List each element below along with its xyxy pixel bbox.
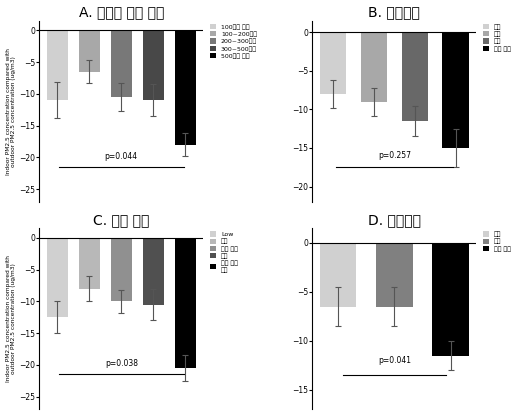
Legend: 좋음, 보통, 나쁨, 매우 나쁨: 좋음, 보통, 나쁨, 매우 나쁨 (483, 24, 511, 51)
Text: p=0.044: p=0.044 (105, 151, 138, 161)
Title: B. 건강상태: B. 건강상태 (369, 5, 420, 20)
Bar (47, 238, 68, 317)
Title: D. 교육수준: D. 교육수준 (368, 213, 421, 227)
Bar (79, 238, 100, 288)
Bar (143, 238, 164, 305)
Y-axis label: Indoor PM2.5 concentration compared with
outdoor PM2.5 concentration (ug/m3): Indoor PM2.5 concentration compared with… (6, 255, 17, 382)
Legend: 100만원 미만, 100~200만원, 200~300만원, 300~500만원, 500만원 이상: 100만원 미만, 100~200만원, 200~300만원, 300~500만… (210, 24, 257, 59)
Bar (111, 30, 132, 97)
Bar (443, 32, 469, 148)
Text: p=0.041: p=0.041 (378, 356, 411, 365)
Title: C. 경제 수준: C. 경제 수준 (93, 213, 149, 227)
Legend: 중졸, 고졸, 대졸 이상: 중졸, 고졸, 대졸 이상 (483, 231, 511, 252)
Title: A. 월평균 가계 소득: A. 월평균 가계 소득 (79, 5, 164, 20)
Text: p=0.257: p=0.257 (378, 151, 411, 159)
Legend: Low, 낮음, 다스 낮음, 평균, 다스 높음
높음: Low, 낮음, 다스 낮음, 평균, 다스 높음 높음 (210, 231, 238, 273)
Y-axis label: Indoor PM2.5 concentration compared with
outdoor PM2.5 concentration (ug/m3): Indoor PM2.5 concentration compared with… (6, 48, 17, 175)
Bar (320, 32, 346, 94)
Bar (143, 30, 164, 100)
Bar (79, 30, 100, 72)
Bar (402, 32, 428, 121)
Bar (320, 243, 356, 307)
Bar (361, 32, 387, 102)
Bar (111, 238, 132, 301)
Bar (47, 30, 68, 100)
Bar (175, 238, 196, 368)
Bar (432, 243, 469, 356)
Bar (376, 243, 413, 307)
Bar (175, 30, 196, 145)
Text: p=0.038: p=0.038 (105, 359, 138, 368)
